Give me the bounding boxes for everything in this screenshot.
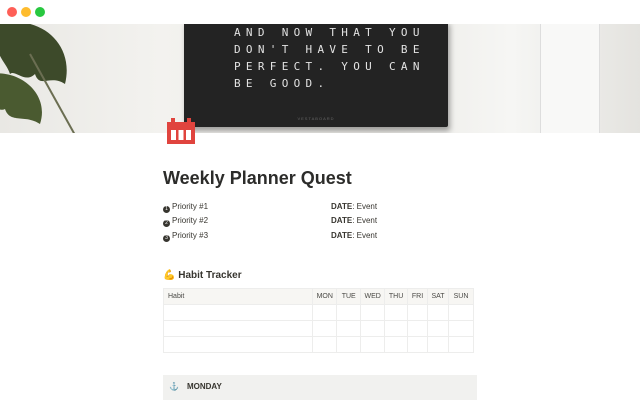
priority-item[interactable]: 2 Priority #2: [163, 216, 208, 227]
day-label: MONDAY: [186, 382, 222, 391]
date-key: DATE: [331, 231, 353, 240]
column-header[interactable]: FRI: [407, 288, 429, 305]
table-cell[interactable]: [384, 304, 409, 321]
maximize-button[interactable]: [35, 7, 45, 17]
table-cell[interactable]: [162, 320, 314, 337]
table-row: [162, 320, 475, 337]
table-cell[interactable]: [162, 336, 314, 353]
priority-item[interactable]: 1 Priority #1: [163, 202, 208, 213]
table-cell[interactable]: [360, 304, 386, 321]
flexed-biceps-icon: 💪: [163, 270, 176, 281]
page-title[interactable]: Weekly Planner Quest: [163, 168, 352, 188]
board-brand: VESTABOARD: [297, 116, 335, 121]
column-header[interactable]: SAT: [427, 288, 449, 305]
date-item[interactable]: DATE: Event: [331, 231, 377, 240]
priority-label: Priority #3: [172, 231, 209, 240]
table-cell[interactable]: [312, 304, 338, 321]
table-cell[interactable]: [407, 336, 429, 353]
board-line: DON'T HAVE TO BE: [234, 43, 425, 56]
table-cell[interactable]: [162, 304, 314, 321]
date-item[interactable]: DATE: Event: [331, 216, 377, 225]
column-header[interactable]: MON: [312, 288, 338, 305]
table-row: [162, 336, 475, 353]
date-value: : Event: [352, 231, 378, 240]
letterboard: AND NOW THAT YOU DON'T HAVE TO BE PERFEC…: [184, 24, 448, 127]
anchor-icon: ⚓: [169, 382, 179, 391]
number-badge: 3: [163, 235, 170, 242]
table-cell[interactable]: [407, 320, 429, 337]
table-cell[interactable]: [312, 320, 338, 337]
habit-tracker-heading[interactable]: 💪 Habit Tracker: [163, 270, 242, 281]
priority-item[interactable]: 3 Priority #3: [163, 231, 208, 242]
board-line: AND NOW THAT YOU: [234, 26, 425, 39]
minimize-button[interactable]: [21, 7, 31, 17]
table-cell[interactable]: [407, 304, 429, 321]
column-header[interactable]: Habit: [162, 288, 314, 305]
monday-callout[interactable]: ⚓ MONDAY: [163, 375, 477, 400]
close-button[interactable]: [7, 7, 17, 17]
column-header[interactable]: SUN: [447, 288, 475, 305]
table-cell[interactable]: [447, 304, 475, 321]
table-cell[interactable]: [384, 320, 409, 337]
table-cell[interactable]: [427, 304, 449, 321]
table-cell[interactable]: [447, 320, 475, 337]
table-header-row: Habit MON TUE WED THU FRI SAT SUN: [162, 288, 475, 305]
plant-leaf-image: [0, 24, 76, 133]
table-cell[interactable]: [427, 336, 449, 353]
table-cell[interactable]: [384, 336, 409, 353]
column-header[interactable]: WED: [360, 288, 386, 305]
table-row: [162, 304, 475, 321]
table-cell[interactable]: [447, 336, 475, 353]
date-value: : Event: [352, 202, 378, 211]
board-line: BE GOOD.: [234, 77, 330, 90]
priority-label: Priority #2: [172, 216, 209, 225]
date-key: DATE: [331, 216, 353, 225]
priority-label: Priority #1: [172, 202, 209, 211]
window-titlebar: [0, 0, 640, 24]
table-cell[interactable]: [336, 304, 362, 321]
number-badge: 1: [163, 206, 170, 213]
table-cell[interactable]: [427, 320, 449, 337]
door-image: [540, 24, 600, 133]
table-cell[interactable]: [336, 336, 362, 353]
table-cell[interactable]: [312, 336, 338, 353]
table-cell[interactable]: [360, 336, 386, 353]
board-line: PERFECT. YOU CAN: [234, 60, 425, 73]
date-value: : Event: [352, 216, 378, 225]
heading-text: Habit Tracker: [178, 270, 242, 281]
table-cell[interactable]: [336, 320, 362, 337]
number-badge: 2: [163, 220, 170, 227]
cover-image[interactable]: AND NOW THAT YOU DON'T HAVE TO BE PERFEC…: [0, 24, 640, 133]
calendar-icon[interactable]: [167, 118, 195, 144]
date-key: DATE: [331, 202, 353, 211]
column-header[interactable]: TUE: [336, 288, 362, 305]
column-header[interactable]: THU: [384, 288, 409, 305]
habit-table: Habit MON TUE WED THU FRI SAT SUN: [162, 288, 475, 353]
table-cell[interactable]: [360, 320, 386, 337]
date-item[interactable]: DATE: Event: [331, 202, 377, 211]
